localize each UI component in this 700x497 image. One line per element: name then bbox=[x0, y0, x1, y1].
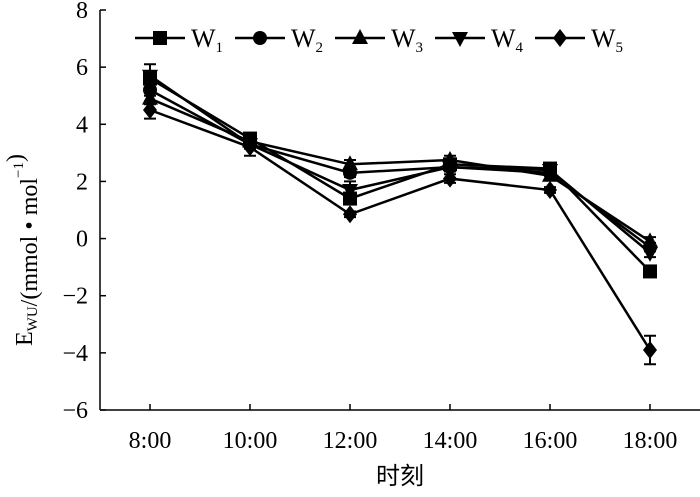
series-line bbox=[149, 88, 651, 249]
legend-label: W3 bbox=[391, 24, 423, 56]
series-W3 bbox=[142, 89, 658, 248]
x-tick-label: 16:00 bbox=[523, 428, 578, 454]
y-tick-label: −2 bbox=[62, 284, 88, 310]
y-tick-label: 2 bbox=[76, 169, 88, 195]
x-axis-label: 时刻 bbox=[376, 463, 424, 490]
series-W5 bbox=[143, 100, 657, 366]
circle-marker bbox=[253, 31, 267, 45]
diamond-marker bbox=[143, 101, 157, 119]
legend-label: W4 bbox=[491, 24, 524, 56]
triangle-up-marker bbox=[342, 155, 358, 171]
series-line bbox=[149, 74, 651, 254]
triangle-down-marker bbox=[452, 32, 468, 47]
legend-item: W2 bbox=[235, 24, 323, 56]
triangle-up-marker bbox=[642, 232, 658, 248]
x-tick-label: 8:00 bbox=[129, 428, 172, 454]
y-tick-label: 0 bbox=[76, 227, 88, 253]
triangle-up-marker bbox=[352, 29, 368, 44]
y-tick-label: 4 bbox=[76, 112, 88, 138]
series-line bbox=[149, 108, 652, 351]
triangle-down-marker bbox=[542, 164, 558, 179]
series-W1 bbox=[143, 71, 657, 279]
legend-item: W4 bbox=[435, 24, 524, 56]
triangle-down-marker bbox=[142, 69, 158, 85]
legend-label: W5 bbox=[591, 24, 623, 56]
legend-item: W5 bbox=[535, 24, 623, 56]
triangle-down-marker bbox=[442, 161, 458, 177]
legend-item: W3 bbox=[335, 24, 423, 56]
diamond-marker bbox=[443, 169, 457, 188]
x-tick-label: 14:00 bbox=[423, 428, 478, 454]
diamond-marker bbox=[643, 341, 657, 359]
y-tick-label: 6 bbox=[76, 55, 88, 81]
square-marker bbox=[153, 31, 167, 45]
x-tick-label: 10:00 bbox=[223, 428, 278, 454]
diamond-marker bbox=[243, 138, 257, 157]
legend-label: W1 bbox=[191, 24, 223, 56]
legend-item: W1 bbox=[135, 24, 223, 56]
x-tick-label: 18:00 bbox=[623, 428, 678, 454]
y-tick-label: −6 bbox=[62, 398, 88, 424]
x-tick-label: 12:00 bbox=[323, 428, 378, 454]
y-tick-label: −4 bbox=[62, 341, 88, 367]
y-tick-label: 8 bbox=[76, 0, 88, 24]
square-marker bbox=[643, 264, 657, 279]
series-line bbox=[149, 77, 651, 273]
diamond-marker bbox=[553, 29, 567, 47]
triangle-down-marker bbox=[342, 184, 358, 199]
y-axis-label: EWU/(mmol • mol−1) bbox=[3, 154, 43, 346]
series-W2 bbox=[143, 83, 657, 255]
triangle-down-marker bbox=[642, 246, 658, 262]
diamond-marker bbox=[543, 181, 557, 199]
legend-label: W2 bbox=[291, 24, 323, 56]
diamond-marker bbox=[343, 205, 357, 224]
